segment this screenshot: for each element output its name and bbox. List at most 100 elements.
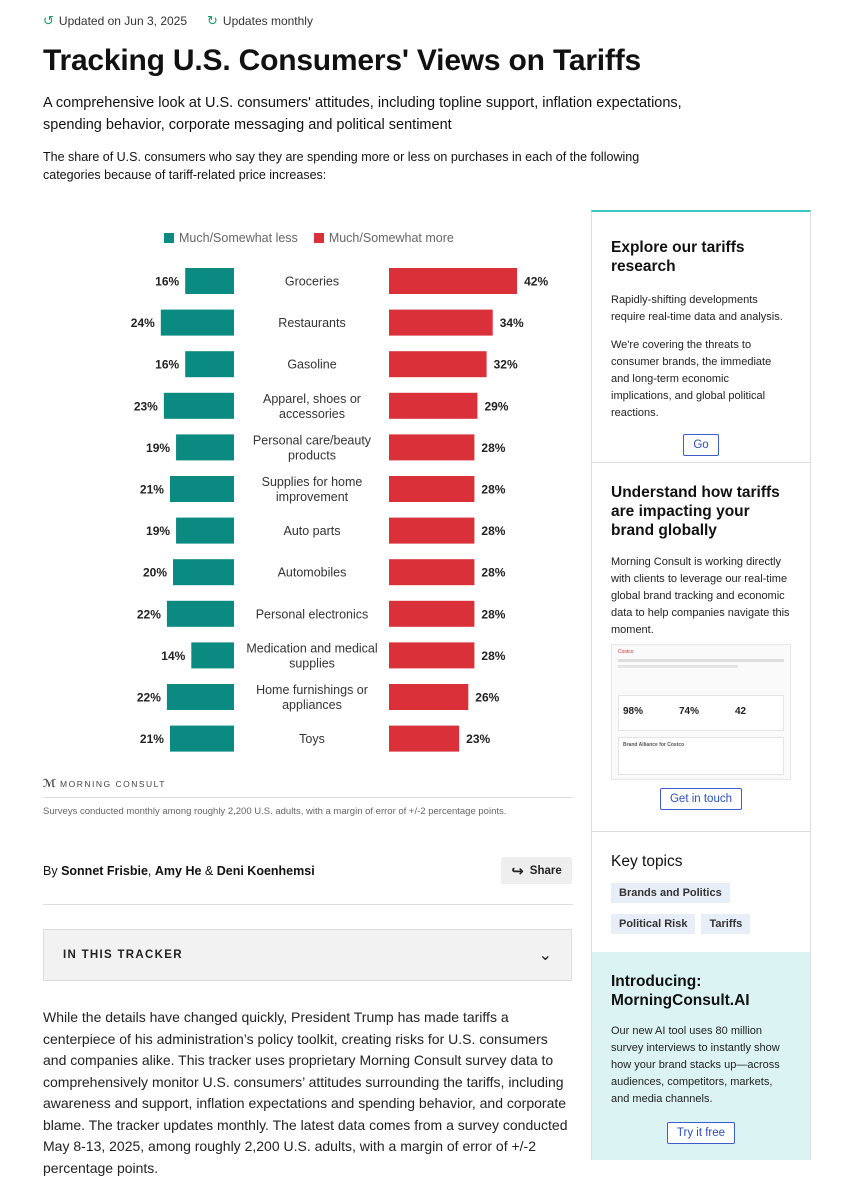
data-label-less: 20% (143, 566, 167, 580)
updated-date: Updated on Jun 3, 2025 (58, 14, 188, 28)
data-label-less: 19% (146, 524, 170, 538)
chart-legend: Much/Somewhat less Much/Somewhat more (164, 231, 470, 245)
category-label: supplies (289, 656, 335, 670)
history-icon: ↺ (43, 13, 54, 28)
data-label-more: 42% (524, 275, 548, 289)
data-label-more: 23% (466, 732, 490, 746)
preview-metrics-card: 98% 74% 42 (618, 695, 784, 731)
topic-tag[interactable]: Tariffs (701, 914, 751, 934)
explore-title: Explore our tariffs research (611, 239, 745, 275)
byline-sep: , (147, 864, 152, 878)
preview-line (618, 659, 784, 662)
divider (43, 904, 573, 905)
go-button[interactable]: Go (683, 434, 719, 456)
legend-less-swatch (164, 233, 174, 243)
bar-less (173, 559, 234, 586)
morning-consult-logo-icon: ℳ (43, 778, 57, 790)
preview-brand: Costco (618, 649, 634, 655)
bar-more (389, 392, 478, 419)
try-free-button[interactable]: Try it free (666, 1122, 736, 1144)
author-link[interactable]: Amy He (154, 864, 202, 878)
category-label: Supplies for home (262, 475, 363, 489)
bar-more (389, 684, 469, 710)
bar-more (389, 600, 475, 627)
data-label-more: 28% (481, 649, 505, 663)
bar-more (389, 434, 475, 461)
data-label-more: 28% (481, 483, 505, 497)
bar-less (176, 434, 234, 461)
tag-row: Political Risk Tariffs (611, 914, 791, 934)
frequency-info: ↻ Updates monthly (207, 13, 313, 29)
bar-more (389, 309, 493, 336)
byline-amp: & (204, 864, 214, 878)
preview-line (618, 665, 738, 668)
bar-less (169, 725, 234, 752)
data-label-more: 28% (481, 524, 505, 538)
chart-intro: The share of U.S. consumers who say they… (43, 150, 640, 182)
category-label: Groceries (285, 275, 339, 289)
explore-p2: We're covering the threats to consumer b… (611, 339, 772, 419)
update-frequency: Updates monthly (222, 14, 313, 28)
chevron-down-icon[interactable]: ⌄ (538, 947, 552, 964)
data-label-less: 19% (146, 441, 170, 455)
category-label: accessories (279, 407, 345, 421)
topic-tag[interactable]: Political Risk (611, 914, 696, 934)
share-icon: ↪ (511, 862, 524, 880)
share-button[interactable]: ↪ Share (501, 857, 572, 884)
category-label: Automobiles (278, 566, 347, 580)
bar-more (389, 517, 475, 544)
bar-less (166, 684, 234, 710)
bar-more (389, 642, 475, 669)
legend-more-label: Much/Somewhat more (328, 231, 454, 245)
get-in-touch-wrap: Get in touch (592, 788, 810, 810)
understand-title: Understand how tariffs are impacting you… (611, 484, 780, 539)
bar-less (160, 309, 234, 336)
bar-less (166, 600, 234, 627)
category-label: Gasoline (287, 358, 336, 372)
bar-more (389, 725, 460, 752)
explore-section: Explore our tariffs research Rapidly-shi… (592, 238, 810, 456)
data-label-less: 22% (137, 691, 161, 705)
legend-less: Much/Somewhat less (164, 231, 298, 245)
page-subtitle: A comprehensive look at U.S. consumers' … (43, 95, 682, 133)
data-label-less: 22% (137, 607, 161, 621)
data-label-less: 23% (134, 399, 158, 413)
preview-chart-card: Brand Alliance for Costco (618, 737, 784, 775)
preview-card-title: Brand Alliance for Costco (623, 742, 685, 748)
topic-tag[interactable]: Brands and Politics (611, 883, 730, 903)
share-label: Share (529, 864, 562, 877)
get-in-touch-button[interactable]: Get in touch (659, 788, 742, 810)
author-link[interactable]: Deni Koenhemsi (216, 864, 315, 878)
meta-row: ↺ Updated on Jun 3, 2025 ↻ Updates month… (43, 13, 333, 29)
go-wrap: Go (611, 434, 791, 456)
data-label-less: 16% (155, 275, 179, 289)
byline-prefix: By (43, 864, 58, 878)
try-wrap: Try it free (611, 1122, 791, 1144)
author-link[interactable]: Sonnet Frisbie (61, 864, 148, 878)
bar-more (389, 559, 475, 586)
tracker-label: IN THIS TRACKER (63, 949, 183, 961)
bar-more (389, 268, 518, 294)
bar-less (185, 268, 234, 294)
tracker-accordion[interactable]: IN THIS TRACKER ⌄ (43, 929, 572, 981)
ai-p1: Our new AI tool uses 80 million survey i… (611, 1025, 780, 1105)
data-label-more: 28% (481, 607, 505, 621)
sidebar: Explore our tariffs research Rapidly-shi… (591, 210, 811, 1160)
updated-info: ↺ Updated on Jun 3, 2025 (43, 13, 187, 29)
data-label-more: 28% (481, 441, 505, 455)
bar-more (389, 476, 475, 502)
category-label: improvement (276, 490, 349, 504)
legend-more: Much/Somewhat more (313, 231, 454, 245)
chart-brand: ℳ MORNING CONSULT (43, 777, 166, 790)
divider (592, 462, 810, 463)
data-label-more: 26% (475, 691, 499, 705)
category-label: Apparel, shoes or (263, 392, 361, 406)
chart-brand-text: MORNING CONSULT (60, 778, 166, 789)
refresh-icon: ↻ (207, 13, 218, 28)
data-label-less: 24% (131, 316, 155, 330)
data-label-less: 21% (140, 732, 164, 746)
ai-title: Introducing: MorningConsult.AI (611, 973, 750, 1009)
data-label-more: 29% (484, 399, 508, 413)
article-body: While the details have changed quickly, … (43, 1009, 568, 1176)
divider (43, 797, 573, 798)
